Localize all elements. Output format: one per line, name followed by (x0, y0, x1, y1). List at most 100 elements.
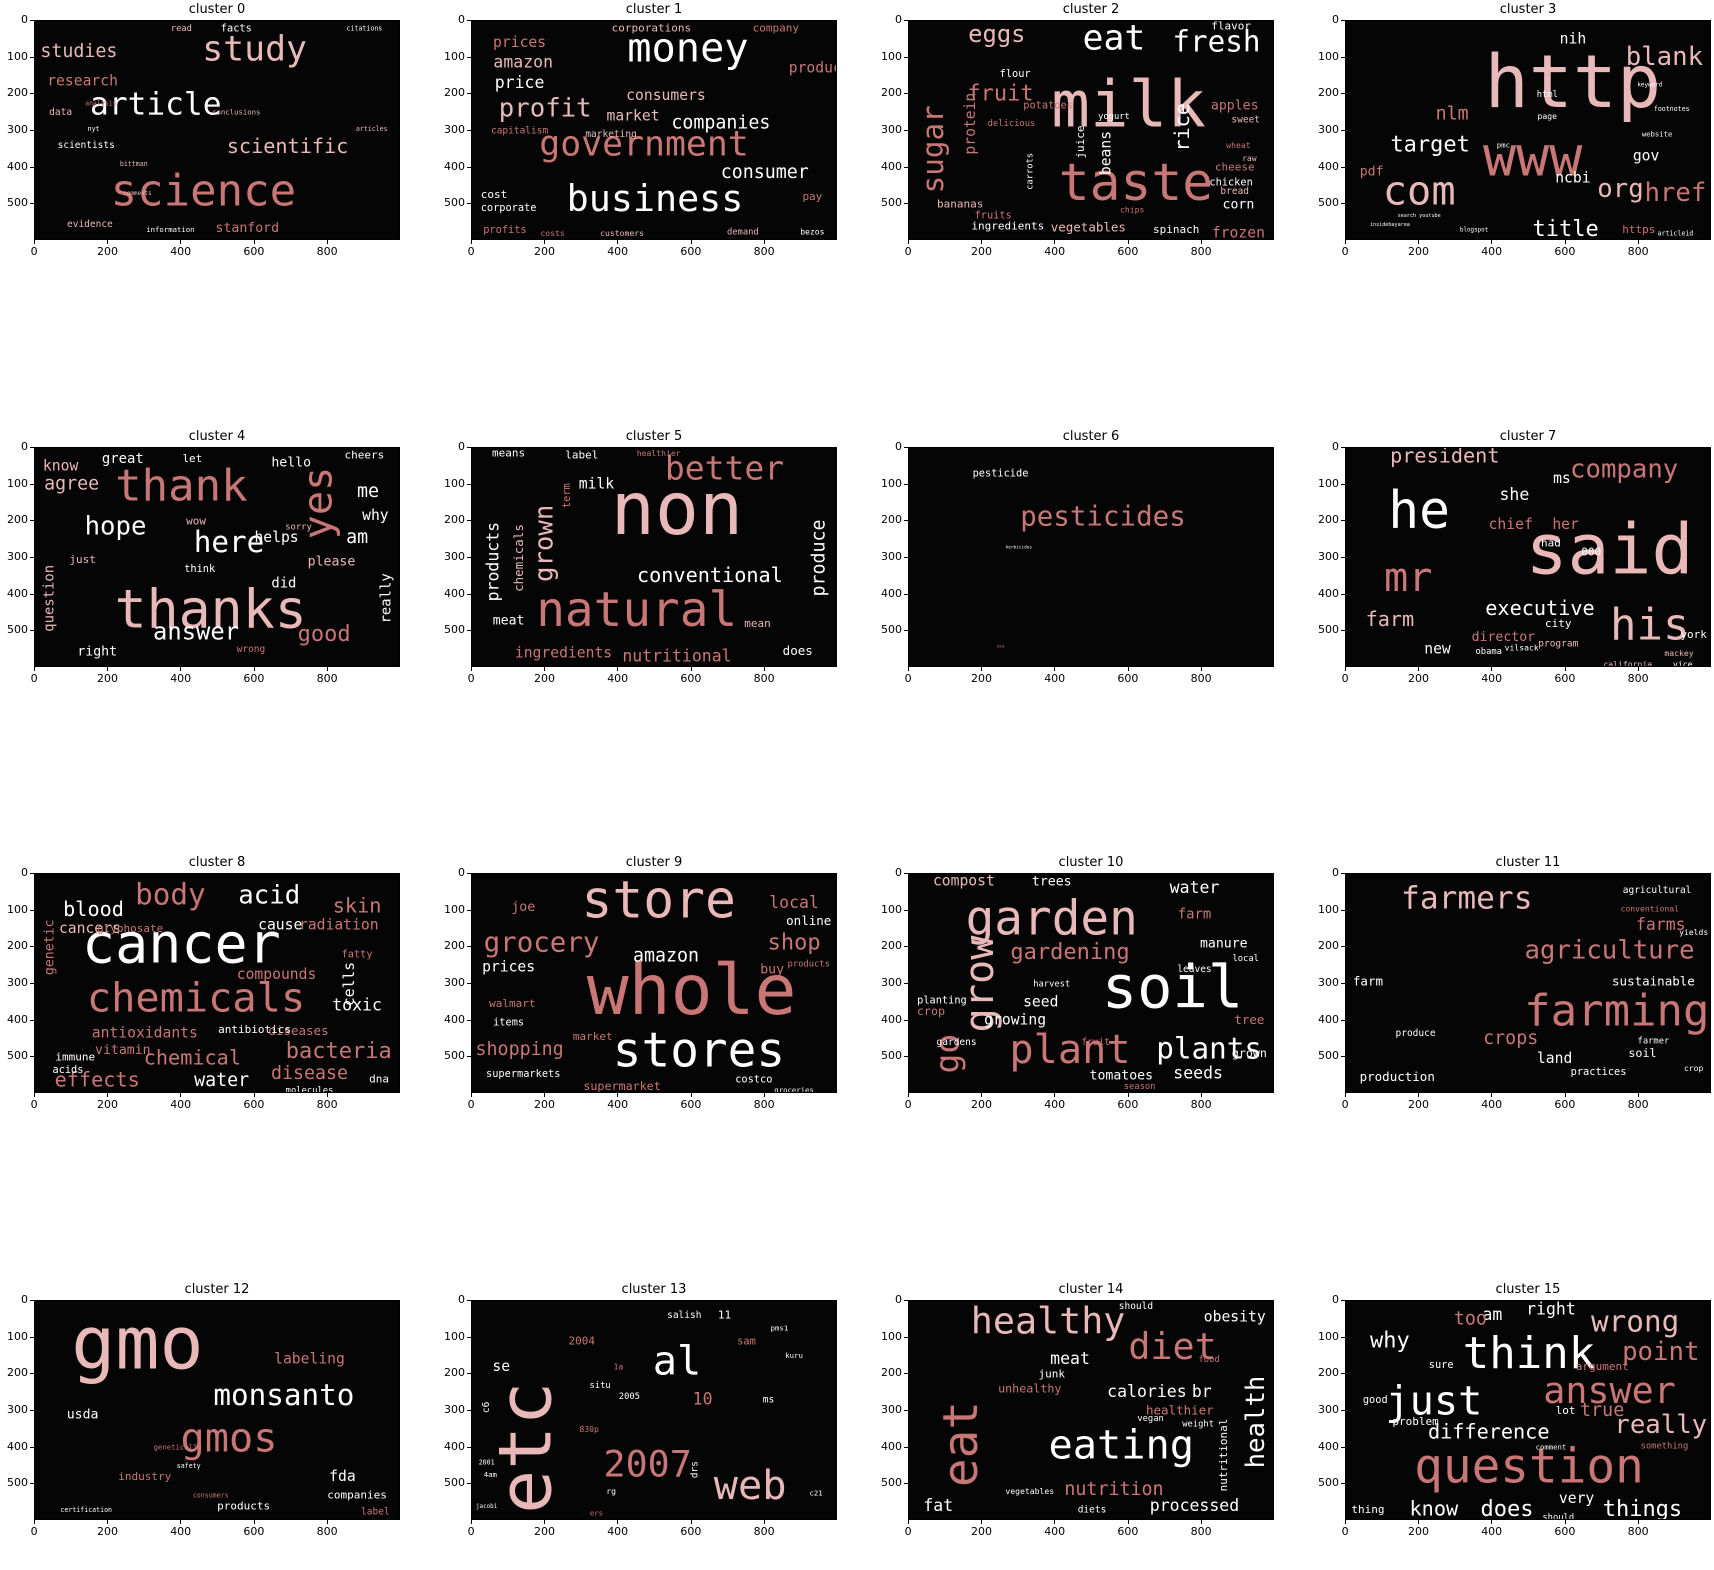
word: york (1680, 628, 1707, 641)
x-tick (544, 1520, 546, 1524)
panel-title: cluster 12 (184, 1282, 250, 1297)
cluster-panel: cluster 8 cancer chemicals body acid blood ski… (0, 853, 400, 1143)
x-tick (1127, 1093, 1129, 1097)
y-tick-label: 500 (444, 1049, 465, 1063)
word: pesticide (973, 468, 1029, 480)
x-tick (1054, 1093, 1056, 1097)
y-tick-label: 100 (444, 49, 465, 63)
x-tick (1564, 667, 1566, 671)
x-tick (253, 240, 255, 244)
word: mean (744, 617, 771, 630)
word: profit (499, 94, 592, 124)
word: garden (966, 892, 1138, 947)
word: know (43, 457, 79, 474)
x-tick (1564, 1520, 1566, 1524)
x-tick-label: 200 (971, 245, 992, 258)
word: answer (153, 618, 239, 646)
word: search youtube (1398, 213, 1441, 219)
x-tick (908, 1520, 909, 1524)
word: title (1532, 217, 1598, 240)
word: fatty (342, 949, 373, 961)
word: he (1388, 481, 1450, 541)
word: conclusions (212, 108, 260, 117)
word: web (714, 1462, 787, 1509)
word: sam (737, 1335, 756, 1347)
y-tick-label: 400 (881, 159, 902, 173)
word: weight (1182, 1419, 1214, 1429)
panel-title: cluster 0 (188, 2, 246, 17)
word: marketing (585, 129, 636, 140)
wordcloud-svg: non natural better grown conventional product… (483, 448, 829, 666)
y-tick (30, 1056, 34, 1058)
word: very (1559, 1490, 1595, 1507)
y-tick (1341, 483, 1345, 485)
y-tick-label: 500 (7, 1476, 28, 1490)
cluster-panel: cluster 13 etc al 2007 web 10 se 2004 sam salish 1… (437, 1280, 837, 1570)
word: great (102, 451, 144, 467)
y-tick (467, 1336, 471, 1338)
y-tick (904, 56, 908, 58)
y-tick (904, 483, 908, 485)
y-tick (904, 520, 908, 522)
word: genetic (43, 920, 58, 976)
word: something (1641, 1441, 1689, 1451)
x-tick (690, 667, 692, 671)
x-tick (1491, 667, 1493, 671)
y-tick (30, 1410, 34, 1411)
x-tick-label: 600 (243, 1098, 265, 1111)
panel-title: cluster 1 (625, 2, 683, 17)
word: seed (1023, 993, 1058, 1010)
wordcloud-image: pesticides pesticide herbicides use (908, 447, 1274, 667)
word: healthy (971, 1301, 1126, 1343)
y-tick (467, 946, 471, 948)
y-tick (467, 1056, 471, 1058)
word: produce (1396, 1028, 1436, 1039)
y-tick-label: 300 (1318, 550, 1339, 563)
panel-title: cluster 15 (1495, 1282, 1561, 1297)
word: industry (118, 1470, 171, 1483)
panel-title: cluster 3 (1499, 2, 1557, 17)
y-tick (30, 20, 34, 21)
x-tick (471, 1520, 472, 1524)
x-tick-label: 600 (1554, 1098, 1576, 1111)
word: toxic (332, 996, 382, 1015)
word: radiation (299, 916, 379, 933)
word: yogurt (1098, 112, 1130, 122)
word: 1a (614, 1362, 624, 1372)
word: wow (186, 514, 206, 527)
word: thank (115, 460, 247, 511)
x-tick (326, 1093, 328, 1097)
x-tick-label: 800 (753, 1098, 775, 1111)
word: sweet (1231, 115, 1260, 126)
word: nutritional (1217, 1419, 1230, 1492)
word: shop (768, 931, 821, 956)
word: yes (294, 467, 341, 540)
y-tick (467, 447, 471, 448)
word: usda (67, 1408, 99, 1423)
y-tick (1341, 166, 1345, 168)
y-tick (1341, 203, 1345, 205)
y-tick-label: 500 (7, 1049, 28, 1063)
word: vegan (1137, 1414, 1163, 1424)
word: cheese (1215, 161, 1255, 174)
x-tick (1127, 240, 1129, 244)
cluster-panel: cluster 7 said he mr his president company exec… (1311, 427, 1711, 717)
word: data (49, 107, 72, 118)
x-tick (1345, 1520, 1346, 1524)
y-tick (1341, 20, 1345, 21)
x-tick (690, 1520, 692, 1524)
y-tick-label: 500 (7, 196, 28, 210)
x-tick (1418, 240, 1420, 244)
word: director (1472, 630, 1536, 645)
word: wrong (1591, 1305, 1679, 1339)
y-tick (467, 909, 471, 911)
y-tick (30, 483, 34, 485)
y-tick-label: 400 (444, 159, 465, 173)
word: stanford (216, 221, 280, 236)
word: 2005 (619, 1392, 640, 1402)
cluster-panel: cluster 12 gmo monsanto gmos labeling usda fda… (0, 1280, 400, 1570)
word: prices (482, 959, 535, 976)
y-tick (904, 557, 908, 558)
x-tick-label: 200 (1408, 245, 1429, 258)
